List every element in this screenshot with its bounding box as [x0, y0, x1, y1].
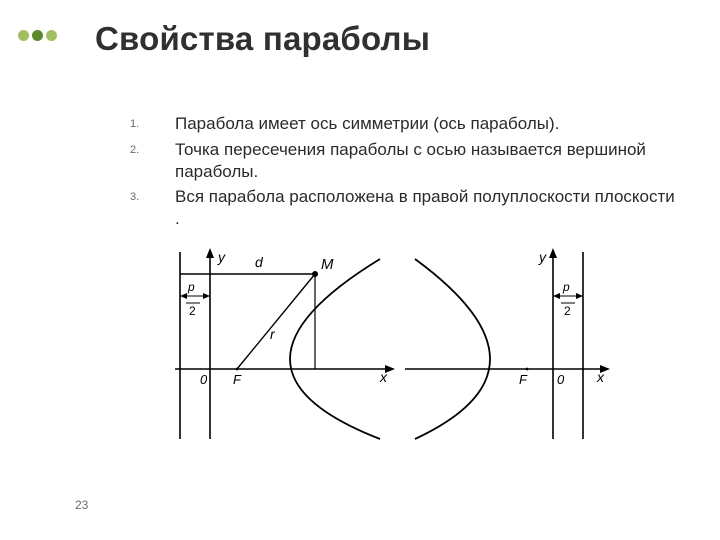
list-item: 2. Точка пересечения параболы с осью наз… [130, 139, 675, 183]
axis-label-x: x [379, 369, 388, 385]
slide: Свойства параболы 1. Парабола имеет ось … [0, 0, 720, 540]
list-text: Парабола имеет ось симметрии (ось парабо… [175, 113, 675, 135]
axis-label-y: y [538, 249, 547, 265]
label-p-den: 2 [189, 304, 196, 318]
label-d: d [255, 254, 264, 270]
axis-label-x: x [596, 369, 605, 385]
label-F: F [519, 372, 528, 387]
list-item: 3. Вся парабола расположена в правой пол… [130, 186, 675, 230]
label-p-den: 2 [564, 304, 571, 318]
list-number: 3. [130, 186, 175, 203]
properties-list: 1. Парабола имеет ось симметрии (ось пар… [95, 113, 675, 230]
page-number: 23 [75, 498, 88, 512]
list-number: 2. [130, 139, 175, 156]
list-number: 1. [130, 113, 175, 130]
diagram-container: y x d M r F 0 p 2 [95, 244, 675, 444]
parabola-diagram: y x d M r F 0 p 2 [145, 244, 625, 444]
label-O: 0 [200, 372, 208, 387]
label-M: M [321, 256, 334, 273]
page-title: Свойства параболы [95, 20, 675, 58]
label-p: p [562, 280, 570, 294]
list-text: Вся парабола расположена в правой полупл… [175, 186, 675, 230]
label-p: p [187, 280, 195, 294]
axis-label-y: y [217, 249, 226, 265]
list-item: 1. Парабола имеет ось симметрии (ось пар… [130, 113, 675, 135]
left-diagram: y x d M r F 0 p 2 [175, 248, 395, 439]
label-F: F [233, 372, 242, 387]
dot-1 [18, 30, 29, 41]
label-r: r [270, 326, 276, 342]
label-O: 0 [557, 372, 565, 387]
dot-3 [46, 30, 57, 41]
list-text: Точка пересечения параболы с осью называ… [175, 139, 675, 183]
decorative-bullets [18, 30, 57, 41]
right-diagram: y x F 0 p 2 [405, 248, 610, 439]
dot-2 [32, 30, 43, 41]
